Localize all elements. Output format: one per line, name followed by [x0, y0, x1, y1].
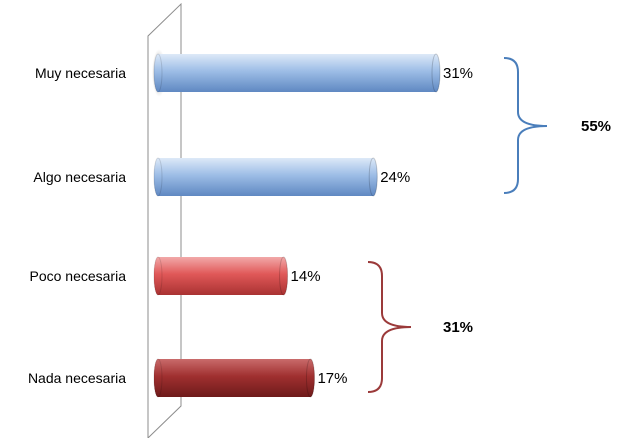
bar-start-cap — [153, 256, 163, 296]
category-label: Muy necesaria — [35, 65, 126, 81]
group-bracket — [367, 261, 412, 393]
bar-body — [154, 54, 440, 92]
bar-end-cap — [305, 358, 315, 398]
bar-body — [154, 158, 378, 196]
category-label: Nada necesaria — [28, 370, 126, 386]
brackets-layer: 55% 31% — [367, 57, 611, 393]
value-label: 17% — [317, 370, 347, 387]
bar-poco-necesaria — [153, 256, 289, 296]
value-label: 31% — [443, 65, 473, 82]
bar-start-cap — [153, 53, 163, 93]
category-label: Algo necesaria — [33, 169, 126, 185]
category-label: Poco necesaria — [29, 268, 126, 284]
bar-body — [154, 257, 288, 295]
value-label: 14% — [291, 268, 321, 285]
bar-end-cap — [431, 53, 441, 93]
axis-wall — [147, 2, 182, 438]
bar-nada-necesaria — [153, 358, 315, 398]
bar-end-cap — [279, 256, 289, 296]
labels-layer: Muy necesaria 31% Algo necesaria 24% Poco ne… — [28, 65, 473, 387]
group-bracket — [503, 57, 548, 194]
value-label: 24% — [380, 169, 410, 186]
bar-end-cap — [368, 157, 378, 197]
bar-algo-necesaria — [153, 157, 378, 197]
bar-body — [154, 359, 315, 397]
bar-start-cap — [153, 157, 163, 197]
bar-muy-necesaria — [153, 53, 441, 93]
group-total-label: 31% — [443, 319, 473, 336]
group-total-label: 55% — [581, 118, 611, 135]
bars-layer — [152, 49, 441, 398]
bar-start-cap — [153, 358, 163, 398]
